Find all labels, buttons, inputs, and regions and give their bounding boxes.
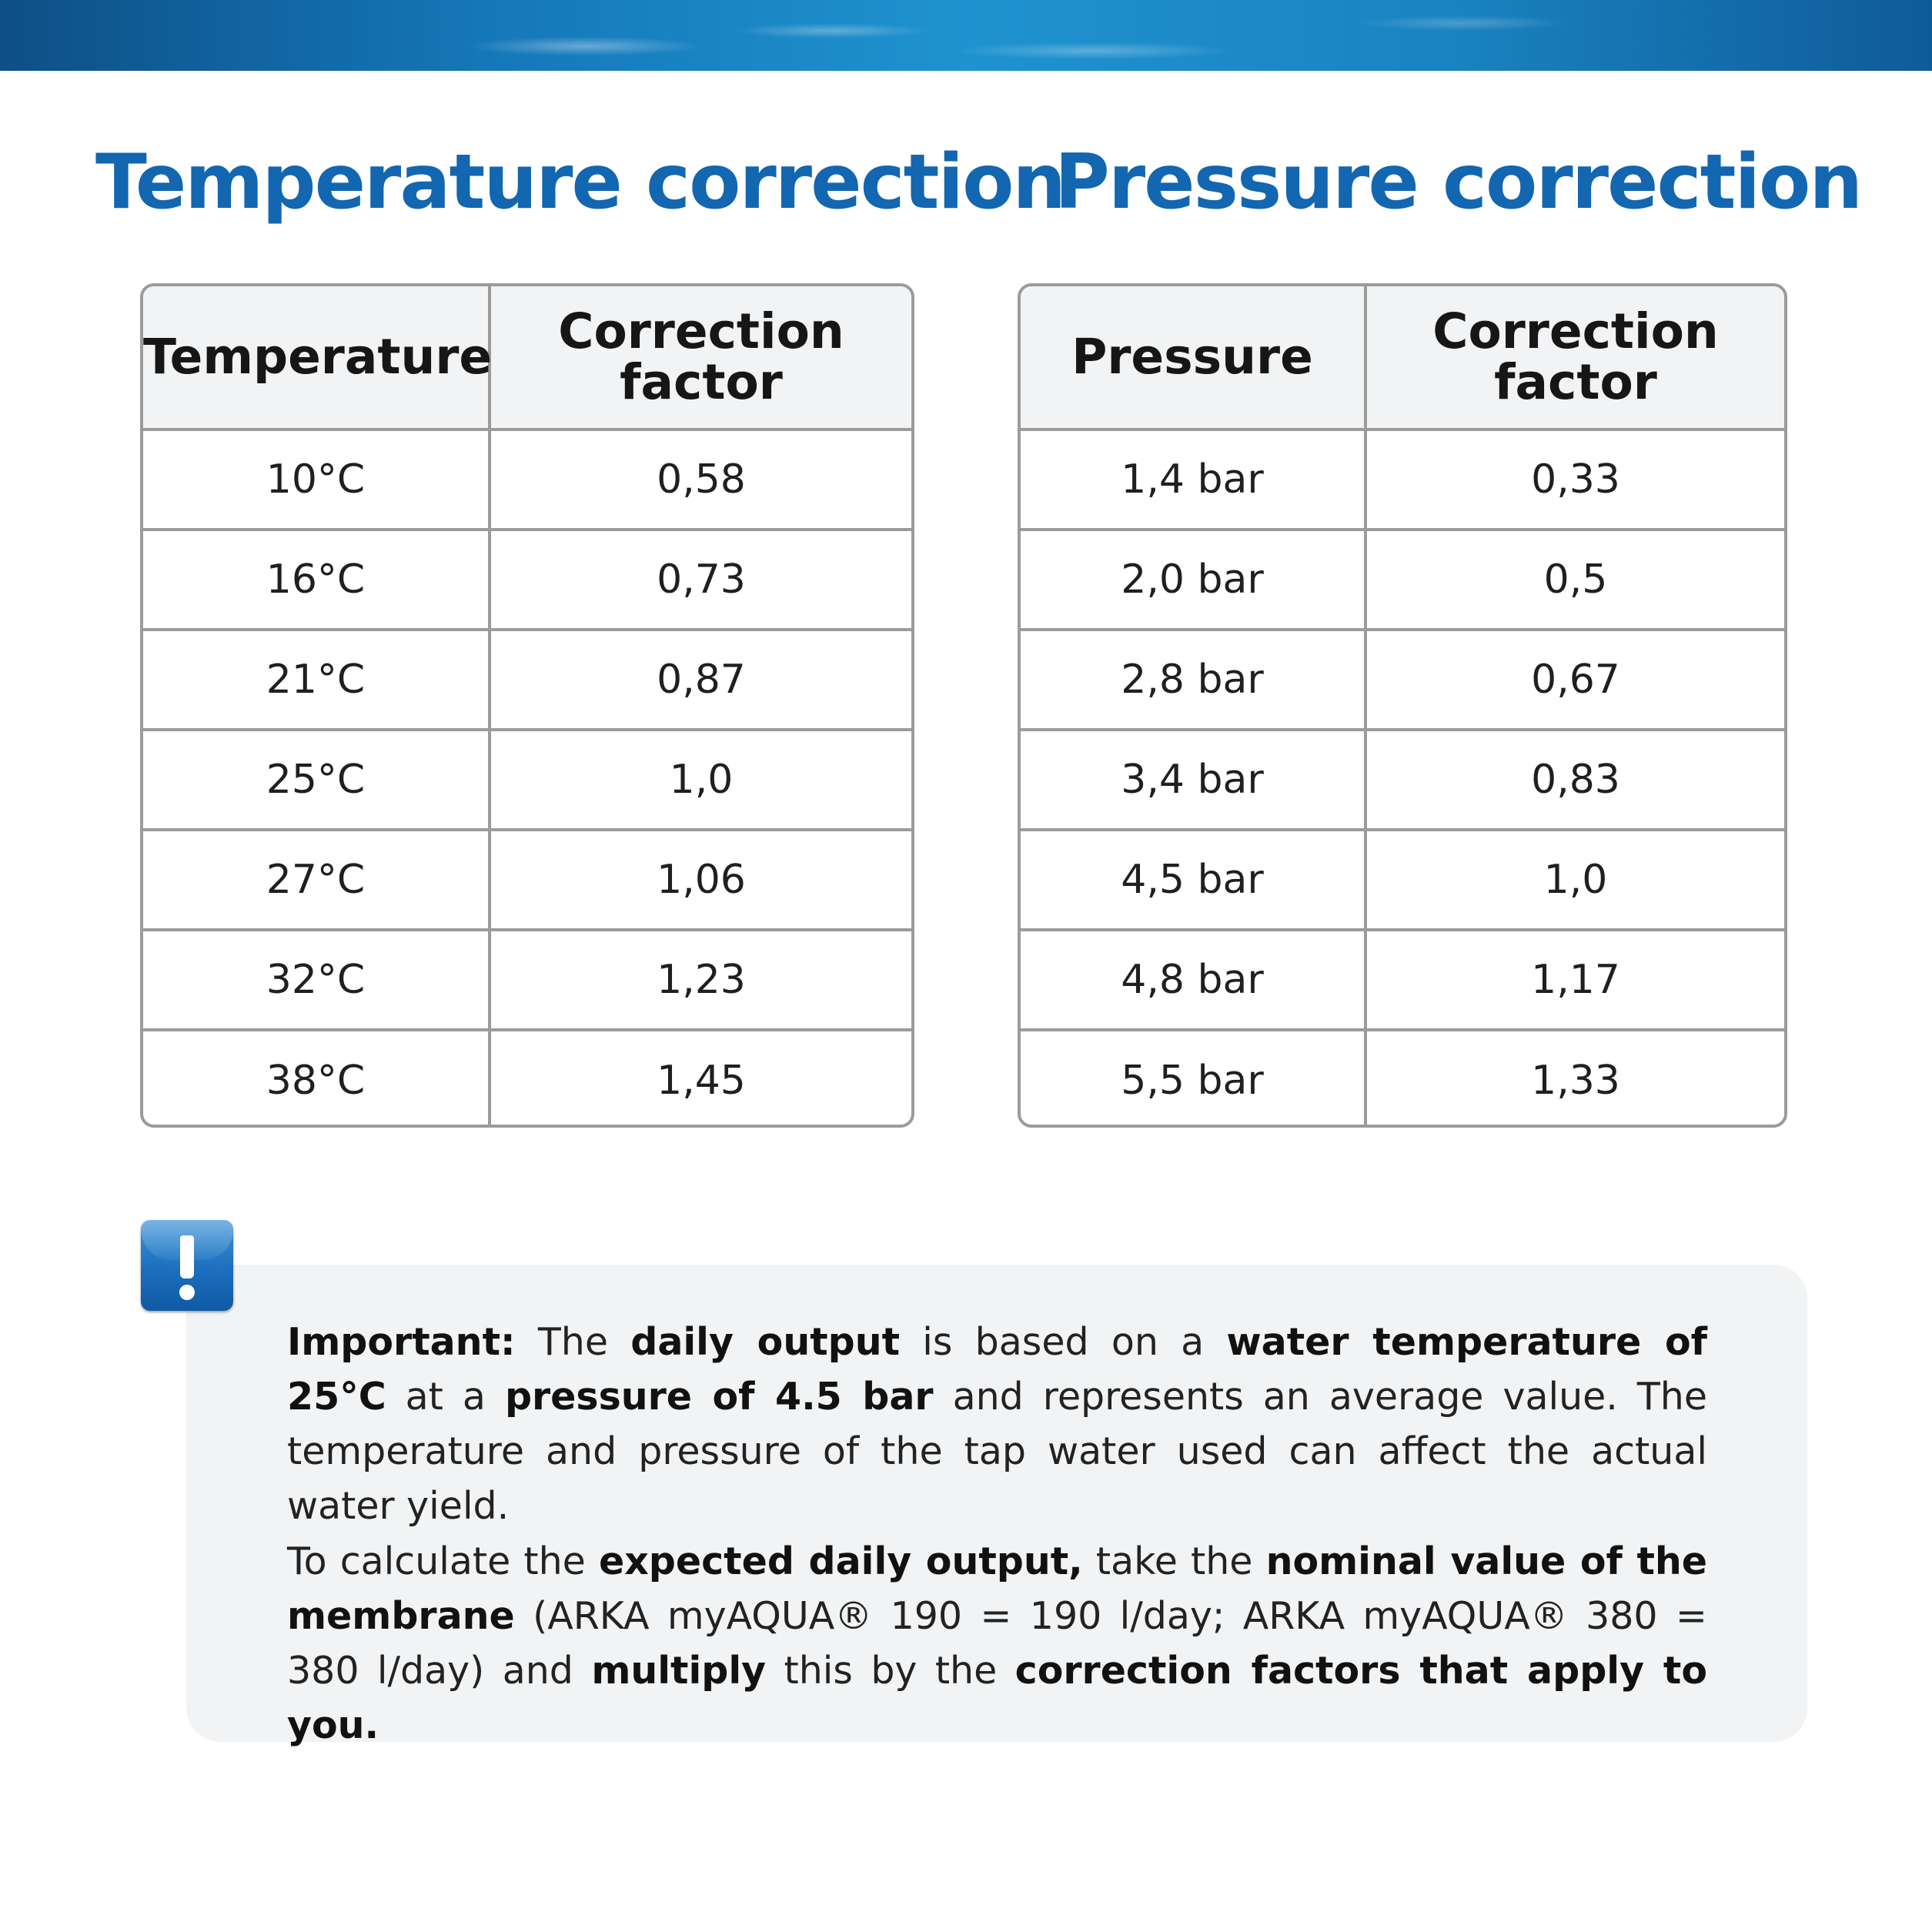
- table-row: 4,5 bar 1,0: [1021, 830, 1784, 931]
- table-row: 38°C 1,45: [143, 1030, 911, 1125]
- factor-cell: 1,45: [657, 1058, 746, 1104]
- factor-cell: 0,83: [1365, 730, 1784, 831]
- note-segment: take the: [1082, 1539, 1266, 1583]
- factor-cell: 0,73: [490, 530, 911, 631]
- table-row: 5,5 bar 1,33: [1021, 1030, 1784, 1125]
- table-row: 4,8 bar 1,17: [1021, 930, 1784, 1031]
- table-header-row: Temperature Correction factor: [143, 286, 911, 431]
- temperature-cell: 27°C: [143, 830, 491, 931]
- header-line: Correction: [558, 303, 844, 359]
- table-row: 1,4 bar 0,33: [1021, 430, 1784, 531]
- note-segment: at a: [386, 1375, 505, 1419]
- note-segment: nominal value of the membrane: [287, 1539, 1707, 1638]
- temperature-cell: 21°C: [143, 630, 491, 731]
- temperature-cell: 32°C: [143, 930, 491, 1031]
- header-line: factor: [620, 354, 783, 410]
- note-segment: water temperature of 25°C: [287, 1320, 1707, 1419]
- note-segment: is based on a: [900, 1320, 1227, 1364]
- table-row: 2,8 bar 0,67: [1021, 630, 1784, 731]
- correction-factor-column-header: Correction factor: [1365, 286, 1784, 431]
- factor-cell: 1,17: [1365, 930, 1784, 1031]
- table-row: 16°C 0,73: [143, 530, 911, 631]
- pressure-table: Pressure Correction factor 1,4 bar 0,33 2…: [1018, 283, 1787, 1128]
- header-line: factor: [1494, 354, 1657, 410]
- header-line: Correction: [1432, 303, 1719, 359]
- table-row: 3,4 bar 0,83: [1021, 730, 1784, 831]
- pressure-cell: 1,4 bar: [1021, 430, 1367, 531]
- table-row: 32°C 1,23: [143, 930, 911, 1031]
- table-row: 27°C 1,06: [143, 830, 911, 931]
- pressure-cell: 4,8 bar: [1021, 930, 1367, 1031]
- note-segment: expected daily output,: [598, 1539, 1083, 1583]
- pressure-correction-title: Pressure correction: [1055, 139, 1863, 226]
- note-segment: daily output: [630, 1320, 901, 1364]
- table-header-row: Pressure Correction factor: [1021, 286, 1784, 431]
- exclamation-bar: [180, 1235, 194, 1279]
- table-row: 25°C 1,0: [143, 730, 911, 831]
- exclamation-dot: [179, 1285, 195, 1300]
- note-paragraph-important: Important: The daily output is based on …: [287, 1315, 1707, 1533]
- factor-cell: 1,33: [1531, 1058, 1620, 1104]
- note-segment: The: [515, 1320, 631, 1364]
- temperature-correction-title: Temperature correction: [95, 139, 1066, 226]
- factor-cell: 0,58: [490, 430, 911, 531]
- note-segment: multiply: [591, 1649, 767, 1693]
- factor-cell: 0,33: [1365, 430, 1784, 531]
- temperature-column-header: Temperature: [143, 286, 492, 431]
- factor-cell: 0,67: [1365, 630, 1784, 731]
- factor-cell: 1,06: [490, 830, 911, 931]
- table-row: 21°C 0,87: [143, 630, 911, 731]
- note-segment: this by the: [766, 1649, 1015, 1693]
- pressure-cell: 5,5 bar: [1021, 1030, 1367, 1125]
- note-segment: Important:: [287, 1320, 516, 1364]
- exclamation-icon: [141, 1220, 233, 1311]
- note-segment: To calculate the: [287, 1539, 599, 1583]
- note-segment: pressure of 4.5 bar: [504, 1375, 934, 1419]
- temperature-cell: 38°C: [143, 1030, 491, 1125]
- pressure-cell: 4,5 bar: [1021, 830, 1367, 931]
- correction-factor-column-header: Correction factor: [490, 286, 911, 431]
- temperature-cell: 16°C: [143, 530, 491, 631]
- factor-cell: 1,0: [1365, 830, 1784, 931]
- pressure-cell: 2,0 bar: [1021, 530, 1367, 631]
- factor-cell: 1,0: [490, 730, 911, 831]
- table-row: 2,0 bar 0,5: [1021, 530, 1784, 631]
- note-segment: (ARKA myAQUA® 190 = 190 l/day; ARKA myAQ…: [287, 1594, 1707, 1693]
- pressure-cell: 3,4 bar: [1021, 730, 1367, 831]
- temperature-table: Temperature Correction factor 10°C 0,58 1…: [140, 283, 914, 1128]
- water-banner: [0, 0, 1932, 71]
- pressure-column-header: Pressure: [1021, 286, 1367, 431]
- factor-cell: 1,23: [490, 930, 911, 1031]
- important-note-box: [186, 1265, 1807, 1742]
- temperature-cell: 25°C: [143, 730, 491, 831]
- temperature-cell: 10°C: [143, 430, 491, 531]
- pressure-cell: 2,8 bar: [1021, 630, 1367, 731]
- note-segment: and represents an average value. The tem…: [287, 1375, 1708, 1528]
- note-paragraph-calculation: To calculate the expected daily output, …: [287, 1534, 1707, 1753]
- factor-cell: 0,5: [1365, 530, 1784, 631]
- note-segment: correction factors that apply to you.: [287, 1649, 1707, 1747]
- table-row: 10°C 0,58: [143, 430, 911, 531]
- factor-cell: 0,87: [490, 630, 911, 731]
